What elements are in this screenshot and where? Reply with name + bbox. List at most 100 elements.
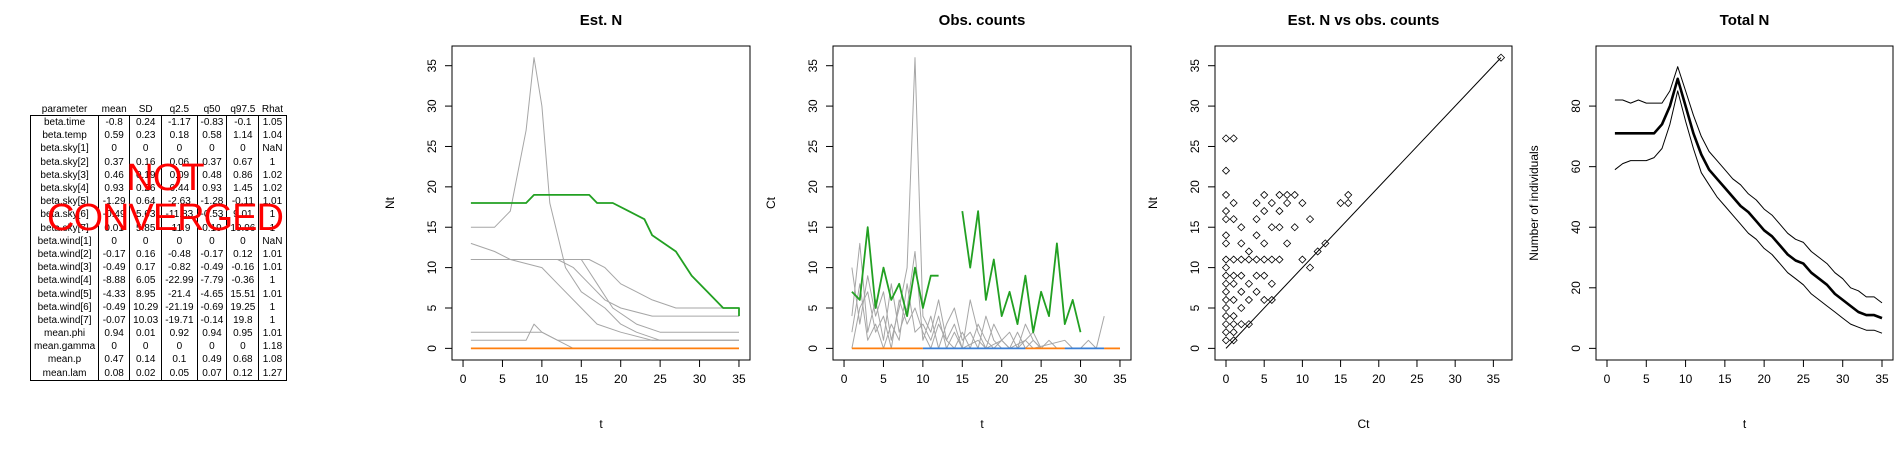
data-point: [1221, 190, 1231, 199]
data-point: [1260, 190, 1269, 199]
table-cell: 0.09: [161, 168, 198, 182]
table-row: beta.wind[4] -8.88 6.05 -22.99 -7.79 -0.36 1: [29, 274, 287, 288]
data-point: [1221, 336, 1231, 345]
x-tick-label: 25: [1034, 372, 1048, 386]
table-cell: 1: [258, 208, 287, 222]
y-axis-label: Nt: [383, 196, 397, 209]
data-point: [1267, 295, 1276, 304]
data-point: [1305, 215, 1315, 224]
table-row: beta.sky[5] -1.29 0.64 -2.63 -1.28 -0.11 1.01: [29, 195, 287, 209]
chart-title: Total N: [1720, 12, 1770, 29]
series-line: [470, 57, 739, 341]
y-tick-label: 10: [1188, 261, 1202, 275]
data-point: [1260, 255, 1269, 264]
x-tick-label: 5: [1261, 372, 1268, 386]
data-point: [1244, 247, 1253, 256]
data-point: [1252, 255, 1261, 264]
y-tick-label: 25: [425, 139, 439, 153]
series-line: [470, 323, 739, 349]
x-tick-label: 30: [693, 372, 707, 386]
table-cell: beta.sky[2]: [29, 155, 100, 169]
table-cell: 0: [161, 234, 198, 248]
plot-frame: [451, 45, 751, 361]
y-tick-label: 0: [1188, 345, 1202, 352]
table-cell: 0.05: [161, 366, 198, 381]
data-point: [1275, 190, 1284, 199]
table-cell: 1.08: [258, 353, 287, 367]
table-row: beta.sky[3] 0.46 0.19 0.09 0.48 0.86 1.02: [29, 168, 287, 182]
data-point: [1221, 295, 1231, 304]
table-row: beta.time -0.8 0.24 -1.17 -0.83 -0.1 1.05: [29, 115, 287, 130]
data-point: [1237, 239, 1246, 248]
series-line: [470, 331, 739, 341]
data-point: [1260, 207, 1269, 216]
x-tick-label: 0: [1223, 372, 1230, 386]
data-point: [1267, 279, 1276, 288]
series-line: [1614, 90, 1883, 334]
y-tick-label: 5: [1188, 304, 1202, 311]
table-cell: beta.sky[4]: [29, 181, 100, 196]
data-point: [1221, 215, 1231, 224]
chart-panel-1: Obs. counts t Ct 0 5 10 15 20 25 30 35 0 5 10 15 20 25 30…: [764, 12, 1132, 431]
table-row: beta.wind[2] -0.17 0.16 -0.48 -0.17 0.12 1.01: [29, 247, 287, 262]
data-point: [1252, 231, 1261, 240]
identity-line: [1225, 57, 1502, 349]
series-line: [851, 57, 1105, 349]
data-point: [1237, 223, 1246, 232]
data-point: [1283, 190, 1292, 199]
column-header: parameter: [41, 104, 88, 115]
data-point: [1221, 279, 1231, 288]
x-tick-label: 0: [460, 372, 467, 386]
table-cell: beta.sky[5]: [29, 195, 100, 209]
y-tick-label: 5: [425, 304, 439, 311]
table-row: beta.sky[1] 0 0 0 0 0 NaN: [29, 142, 287, 156]
data-point: [1221, 134, 1231, 143]
y-axis-label: Number of individuals: [1527, 145, 1541, 260]
table-cell: 0.06: [161, 155, 198, 169]
table-cell: 1.01: [258, 287, 287, 301]
data-point: [1229, 279, 1238, 288]
x-tick-label: 10: [1679, 372, 1693, 386]
y-tick-label: 15: [1188, 220, 1202, 234]
table-cell: mean.gamma: [29, 340, 100, 354]
column-header: q2.5: [169, 104, 190, 115]
y-tick-label: 60: [1569, 160, 1583, 174]
table-row: beta.wind[6] -0.49 10.29 -21.19 -0.69 19.25 1: [29, 300, 287, 314]
x-tick-label: 0: [1604, 372, 1611, 386]
table-row: beta.wind[7] -0.07 10.03 -19.71 -0.14 19.8 1: [29, 313, 287, 327]
table-cell: -19.71: [161, 313, 198, 327]
column-header: q50: [203, 104, 221, 115]
data-point: [1298, 255, 1307, 264]
table-cell: beta.sky[1]: [29, 142, 100, 156]
data-point: [1275, 255, 1284, 264]
table-cell: mean.phi: [29, 327, 100, 341]
data-point: [1252, 271, 1261, 280]
data-point: [1275, 207, 1284, 216]
table-cell: beta.temp: [29, 129, 100, 143]
data-point: [1229, 198, 1238, 208]
y-tick-label: 25: [806, 139, 820, 153]
data-point: [1221, 166, 1231, 175]
data-point: [1252, 198, 1261, 208]
y-tick-label: 15: [806, 220, 820, 234]
data-point: [1275, 223, 1284, 232]
data-point: [1496, 53, 1506, 62]
y-tick-label: 20: [1188, 180, 1202, 194]
data-point: [1221, 207, 1231, 216]
table-cell: mean.p: [29, 353, 100, 367]
table-cell: 1: [258, 313, 287, 327]
x-tick-label: 20: [995, 372, 1009, 386]
table-cell: 1: [258, 300, 287, 314]
y-tick-label: 40: [1569, 220, 1583, 234]
table-cell: 1.02: [258, 168, 287, 182]
x-tick-label: 20: [1372, 372, 1386, 386]
x-tick-label: 15: [956, 372, 970, 386]
data-point: [1260, 271, 1269, 280]
y-tick-label: 25: [1188, 139, 1202, 153]
table-row: mean.p 0.47 0.14 0.1 0.49 0.68 1.08: [29, 353, 287, 367]
table-cell: 1: [258, 221, 287, 235]
data-point: [1229, 295, 1238, 304]
table-cell: -21.19: [161, 300, 198, 314]
x-tick-label: 20: [614, 372, 628, 386]
